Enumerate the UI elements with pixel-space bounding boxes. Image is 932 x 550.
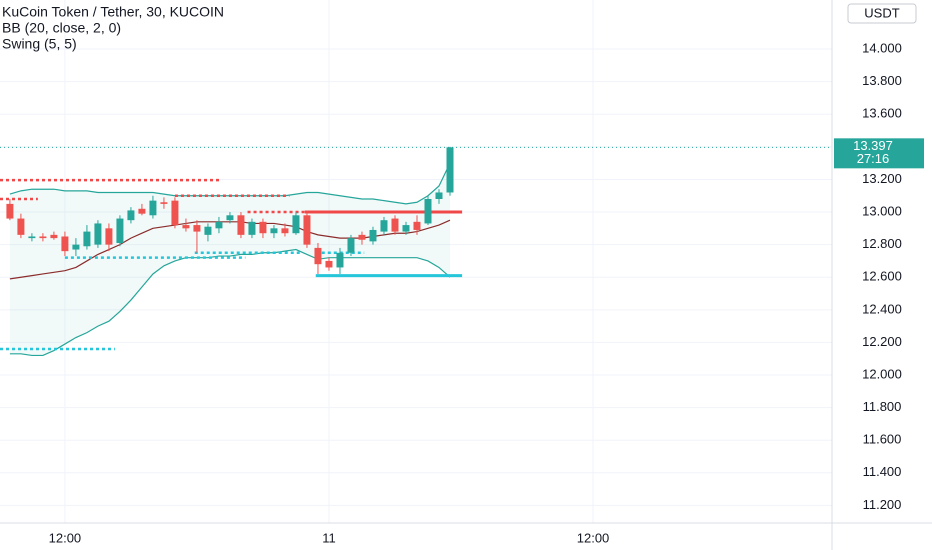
candle-body bbox=[248, 221, 256, 235]
candle-body bbox=[413, 221, 421, 230]
candle-body bbox=[215, 221, 223, 229]
x-tick-label: 12:00 bbox=[577, 530, 610, 545]
y-tick-label: 11.200 bbox=[863, 497, 902, 512]
candle-body bbox=[94, 223, 102, 245]
y-tick-label: 12.600 bbox=[862, 269, 902, 284]
y-tick-label: 11.400 bbox=[863, 464, 902, 479]
y-tick-label: 14.000 bbox=[862, 40, 902, 55]
candle-body bbox=[17, 218, 25, 235]
y-tick-label: 13.800 bbox=[862, 73, 902, 88]
candle-body bbox=[402, 225, 410, 232]
candle-body bbox=[380, 220, 388, 232]
candle-body bbox=[270, 228, 278, 234]
candle-body bbox=[6, 203, 14, 219]
candle-body bbox=[347, 238, 355, 253]
candle-body bbox=[160, 202, 168, 204]
candle-body bbox=[314, 247, 322, 265]
currency: USDT bbox=[864, 5, 899, 20]
candle-body bbox=[83, 231, 91, 247]
indicator-label: Swing (5, 5) bbox=[2, 36, 77, 52]
candle-body bbox=[292, 215, 300, 234]
candle-body bbox=[204, 226, 212, 235]
candle-body bbox=[138, 208, 146, 214]
candle-body bbox=[182, 225, 190, 229]
candle-body bbox=[61, 236, 69, 252]
price-tag-label: 13.397 bbox=[853, 138, 893, 153]
y-tick-label: 13.000 bbox=[862, 203, 902, 218]
indicator-label: BB (20, close, 2, 0) bbox=[2, 20, 121, 36]
y-tick-label: 12.000 bbox=[862, 366, 902, 381]
candle-body bbox=[325, 260, 333, 268]
candle-body bbox=[336, 252, 344, 268]
currency-button[interactable] bbox=[847, 3, 917, 24]
indicator-line bbox=[9, 248, 451, 357]
candle-body bbox=[281, 228, 289, 234]
y-tick-label: 13.200 bbox=[862, 171, 902, 186]
candle-body bbox=[226, 215, 234, 221]
candle-body bbox=[435, 192, 443, 199]
x-tick-label: 12:00 bbox=[49, 530, 82, 545]
candle-body bbox=[39, 236, 47, 239]
candle-body bbox=[127, 210, 135, 221]
candle-body bbox=[171, 200, 179, 226]
y-tick-label: 12.800 bbox=[862, 236, 902, 251]
price-tag bbox=[834, 138, 924, 169]
candle-body bbox=[28, 236, 36, 239]
candle-body bbox=[259, 221, 267, 234]
y-tick-label: 12.400 bbox=[862, 301, 902, 316]
candle-body bbox=[116, 218, 124, 244]
candle-body bbox=[193, 225, 201, 232]
y-tick-label: 11.600 bbox=[863, 432, 902, 447]
candle-body bbox=[358, 234, 366, 240]
candle-body bbox=[391, 218, 399, 232]
y-tick-label: 13.600 bbox=[862, 106, 902, 121]
y-tick-label: 12.200 bbox=[862, 334, 902, 349]
candle-body bbox=[105, 228, 113, 245]
candle-body bbox=[149, 200, 157, 216]
candle-body bbox=[237, 215, 245, 235]
y-tick-label: 11.800 bbox=[863, 399, 902, 414]
candle-body bbox=[446, 147, 454, 193]
candle-body bbox=[303, 215, 311, 245]
candle-body bbox=[72, 244, 80, 250]
candle-body bbox=[369, 229, 377, 242]
candle-body bbox=[50, 234, 58, 239]
candle-body bbox=[424, 198, 432, 224]
countdown: 27:16 bbox=[857, 151, 890, 166]
x-tick-label: 11 bbox=[322, 530, 336, 545]
chart-title: KuCoin Token / Tether, 30, KUCOIN bbox=[2, 4, 224, 20]
